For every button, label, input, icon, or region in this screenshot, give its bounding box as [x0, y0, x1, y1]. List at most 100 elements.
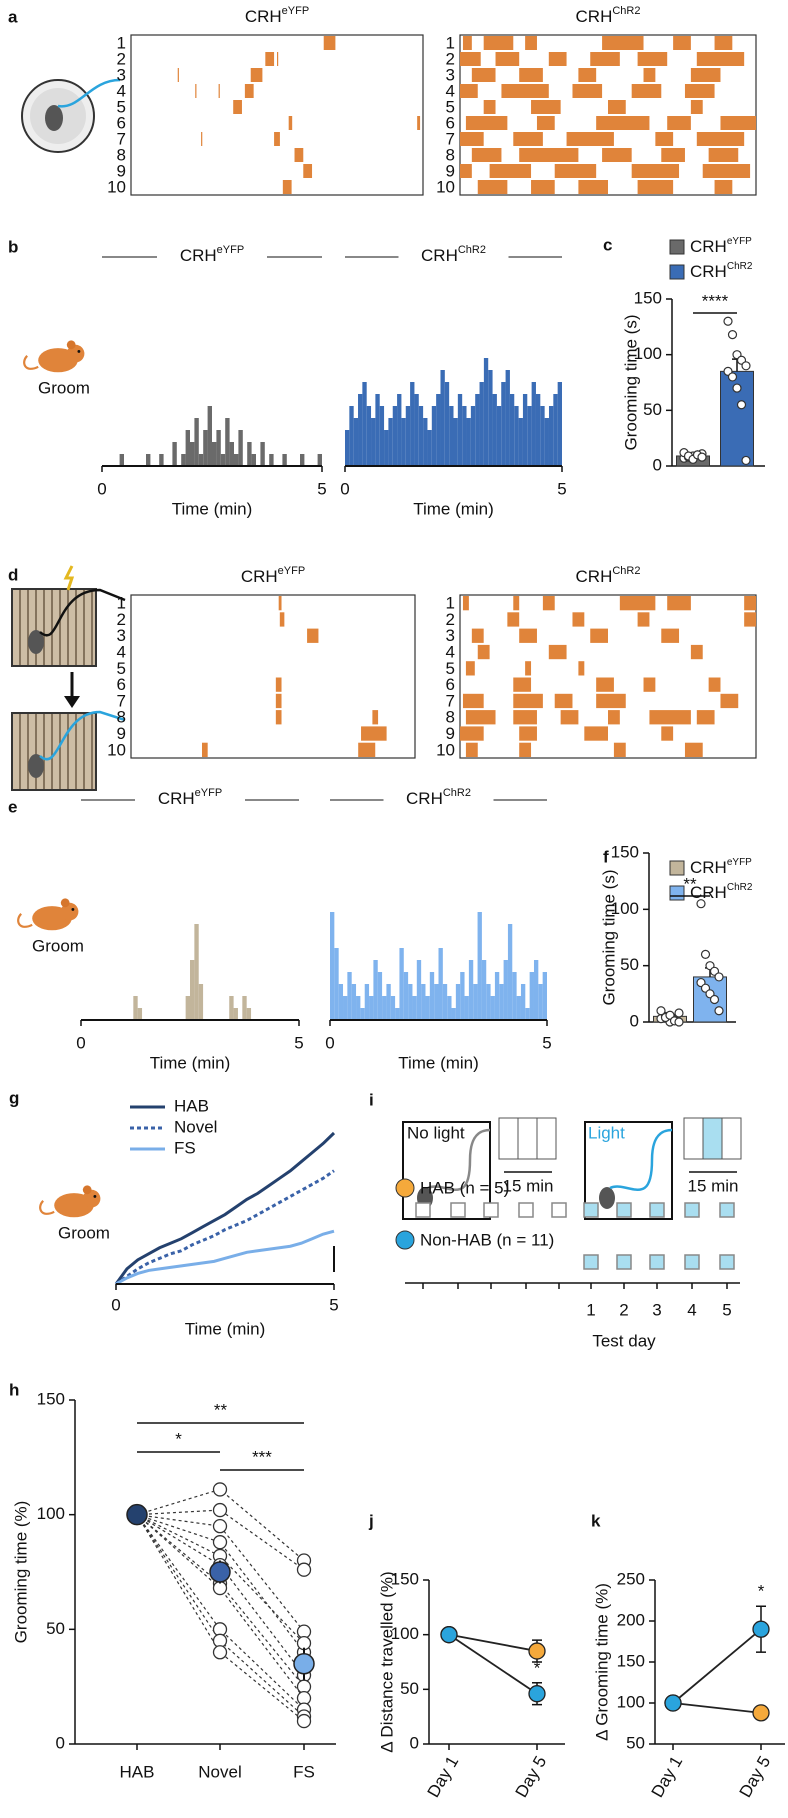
grooming-bout — [631, 164, 680, 178]
series-line — [448, 1633, 538, 1652]
row-label: 8 — [117, 145, 126, 164]
activity-bar — [343, 996, 348, 1020]
row-label: 6 — [117, 675, 126, 694]
y-axis-label: Δ Grooming time (%) — [592, 1583, 611, 1741]
grooming-bout — [661, 148, 685, 162]
y-axis-label: Grooming time (s) — [621, 314, 640, 450]
session-square — [583, 1202, 599, 1218]
activity-bar — [429, 972, 435, 1020]
grooming-bout — [465, 661, 475, 676]
activity-bar — [553, 394, 558, 466]
grooming-bout — [554, 164, 597, 178]
activity-bar — [516, 996, 521, 1020]
panel-letter: a — [8, 7, 18, 26]
grooming-bout — [572, 612, 585, 627]
row-label: 10 — [107, 740, 126, 759]
row-label: 7 — [117, 129, 126, 148]
row-label: 4 — [117, 81, 126, 100]
grooming-bout — [608, 710, 620, 725]
grooming-bout — [460, 726, 484, 741]
series-title-sup: eYFP — [217, 244, 245, 256]
activity-bar — [330, 912, 335, 1020]
day-label: 1 — [586, 1300, 595, 1319]
activity-bar — [181, 454, 186, 466]
activity-bar — [496, 406, 502, 466]
activity-bar — [185, 996, 190, 1020]
session-square — [684, 1254, 700, 1270]
legend-label: CRHChR2 — [690, 882, 753, 903]
row-label: 8 — [446, 145, 455, 164]
activity-bar — [269, 454, 274, 466]
icon-label: Groom — [38, 378, 90, 397]
activity-bar — [522, 394, 528, 466]
raster-frame — [459, 594, 757, 759]
session-square — [719, 1202, 735, 1218]
row-label: 5 — [117, 659, 126, 678]
panel-letter: g — [9, 1088, 19, 1107]
grooming-bout — [548, 644, 567, 660]
grooming-bout — [462, 693, 484, 709]
grooming-bout — [275, 710, 282, 725]
subject-point — [212, 1482, 228, 1497]
panel-letter: h — [9, 1380, 19, 1399]
activity-bar — [527, 406, 532, 466]
x-axis-label: Time (min) — [398, 1053, 479, 1072]
activity-bar — [436, 394, 441, 466]
subject-point — [212, 1535, 228, 1550]
y-tick-label: 150 — [611, 842, 639, 861]
shock-box-icon — [11, 565, 126, 791]
x-tick-label: 0 — [76, 1033, 85, 1052]
x-tick-label: HAB — [120, 1762, 155, 1781]
x-axis-label: Time (min) — [150, 1053, 231, 1072]
subject-point — [212, 1502, 228, 1518]
grooming-bout — [279, 612, 285, 627]
activity-bar — [479, 382, 484, 466]
significance-label: * — [534, 1658, 541, 1677]
activity-bar — [198, 984, 204, 1020]
activity-bar — [119, 454, 124, 466]
grooming-bout — [519, 628, 537, 643]
y-tick-label: 150 — [617, 1651, 645, 1670]
y-tick-label: 150 — [391, 1569, 419, 1588]
significance-label: **** — [702, 291, 729, 310]
session-square — [649, 1254, 665, 1270]
day-label: 4 — [687, 1300, 696, 1319]
panel-letter: f — [603, 847, 609, 866]
activity-bar — [434, 984, 439, 1020]
icon-label: Groom — [32, 936, 84, 955]
grooming-bout — [483, 100, 496, 114]
activity-bar — [410, 382, 415, 466]
activity-bar — [507, 924, 513, 1020]
grooming-bout — [195, 84, 197, 98]
grooming-bout — [519, 726, 537, 741]
mean-point — [209, 1561, 231, 1583]
legend-label: FS — [174, 1138, 196, 1157]
row-label: 3 — [446, 65, 455, 84]
activity-bar — [360, 1008, 365, 1020]
data-point — [700, 949, 711, 960]
grooming-bout — [572, 84, 603, 98]
activity-bar — [548, 406, 554, 466]
row-label: 3 — [117, 626, 126, 645]
grooming-bout — [720, 116, 756, 130]
grooming-bout — [417, 116, 421, 130]
y-tick-label: 100 — [37, 1504, 65, 1523]
x-tick-label: Novel — [198, 1762, 241, 1781]
grooming-bout — [661, 628, 680, 643]
grooming-bout — [578, 68, 597, 82]
activity-bar — [220, 454, 226, 466]
row-label: 7 — [117, 691, 126, 710]
grooming-bout — [566, 132, 614, 146]
activity-bar — [388, 418, 393, 466]
y-tick-label: 250 — [617, 1569, 645, 1588]
panel-letter: d — [8, 565, 18, 584]
grooming-bout — [460, 84, 478, 98]
grooming-bout — [655, 132, 674, 146]
activity-bar — [146, 454, 151, 466]
grooming-bout — [542, 596, 555, 611]
legend-label-sup: ChR2 — [727, 261, 753, 272]
activity-bar — [362, 382, 367, 466]
activity-bar — [533, 960, 539, 1020]
grooming-bout — [714, 36, 733, 50]
activity-bar — [382, 996, 387, 1020]
